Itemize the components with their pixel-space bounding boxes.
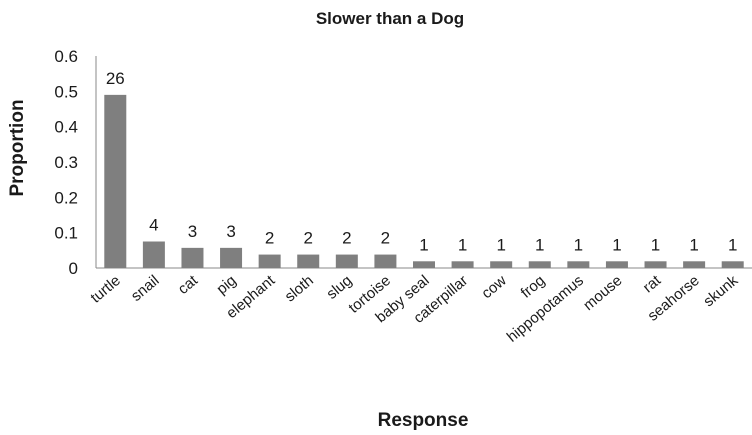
bar: [721, 261, 744, 268]
bars: [104, 94, 744, 268]
bar: [181, 247, 204, 268]
y-tick-label: 0.6: [54, 47, 78, 66]
bar: [490, 261, 513, 268]
category-label: rat: [640, 272, 665, 297]
data-label: 3: [188, 222, 197, 241]
bar: [142, 241, 165, 268]
data-label: 2: [381, 229, 390, 248]
data-label: 3: [226, 222, 235, 241]
y-tick-label: 0.1: [54, 224, 78, 243]
data-label: 1: [419, 235, 428, 254]
bar: [528, 261, 551, 268]
bar: [451, 261, 474, 268]
y-tick-labels: 0 0.1 0.2 0.3 0.4 0.5 0.6: [54, 47, 78, 278]
bar: [104, 94, 127, 268]
data-label: 1: [689, 235, 698, 254]
category-label: mouse: [580, 272, 625, 314]
bar: [567, 261, 590, 268]
bar: [413, 261, 435, 268]
category-label: sloth: [282, 272, 317, 305]
category-label: skunk: [700, 272, 741, 311]
bar: [258, 254, 281, 268]
bar: [683, 261, 706, 268]
y-tick-label: 0.4: [54, 118, 78, 137]
bar: [605, 261, 628, 268]
bar: [220, 247, 243, 268]
data-labels: 26 4 3 3 2 2 2 2 1 1 1 1 1 1 1 1 1: [106, 69, 738, 254]
data-label: 1: [458, 235, 467, 254]
bar: [297, 254, 320, 268]
bar: [335, 254, 358, 268]
data-label: 1: [496, 235, 505, 254]
data-label: 1: [535, 235, 544, 254]
data-label: 1: [612, 235, 621, 254]
category-label: snail: [128, 272, 163, 305]
category-label: cow: [478, 272, 509, 302]
category-label: cat: [175, 272, 202, 298]
y-axis-title: Proportion: [7, 99, 28, 196]
category-label: pig: [213, 272, 239, 298]
y-tick-label: 0.3: [54, 153, 78, 172]
y-tick-label: 0: [69, 259, 78, 278]
bar: [374, 254, 397, 268]
data-label: 4: [149, 216, 158, 235]
data-label: 1: [728, 235, 737, 254]
bar: [644, 261, 667, 268]
chart-title: Slower than a Dog: [316, 9, 464, 28]
x-axis-title: Response: [378, 410, 469, 431]
data-label: 2: [265, 229, 274, 248]
data-label: 2: [304, 229, 313, 248]
category-label: frog: [518, 272, 549, 302]
data-label: 1: [651, 235, 660, 254]
data-label: 1: [574, 235, 583, 254]
category-label: turtle: [87, 272, 123, 306]
y-tick-label: 0.5: [54, 82, 78, 101]
y-tick-label: 0.2: [54, 188, 78, 207]
data-label: 2: [342, 229, 351, 248]
data-label: 26: [106, 69, 125, 88]
